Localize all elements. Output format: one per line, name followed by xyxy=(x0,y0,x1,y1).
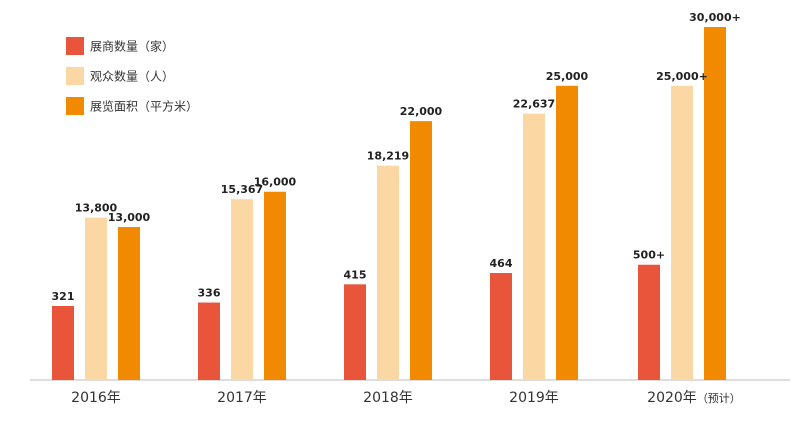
value-label-s1-c0: 13,800 xyxy=(75,202,118,215)
legend-label-0: 展商数量（家） xyxy=(90,39,174,54)
bar-s1-c1 xyxy=(231,199,253,380)
value-label-s0-c4: 500+ xyxy=(633,249,665,262)
category-note-4: （预计） xyxy=(697,392,741,405)
bars xyxy=(52,27,726,380)
legend: 展商数量（家） 观众数量（人） 展览面积（平方米） xyxy=(66,37,198,115)
category-label-0: 2016年 xyxy=(71,390,121,406)
bar-s1-c3 xyxy=(523,113,545,380)
bar-s0-c2 xyxy=(344,284,366,380)
legend-swatch-0 xyxy=(66,37,84,55)
bar-s0-c4 xyxy=(638,264,660,380)
bar-s1-c4 xyxy=(671,85,693,380)
value-label-s1-c1: 15,367 xyxy=(221,183,263,196)
category-labels: 2016年 2017年 2018年 2019年 2020年（预计） xyxy=(71,390,741,406)
value-label-s2-c4: 30,000+ xyxy=(689,11,741,24)
value-label-s2-c0: 13,000 xyxy=(108,211,151,224)
category-label-3: 2019年 xyxy=(509,390,559,406)
legend-label-1: 观众数量（人） xyxy=(90,69,174,84)
category-label-4: 2020年（预计） xyxy=(647,390,741,406)
bar-s1-c2 xyxy=(377,165,399,380)
value-label-s0-c3: 464 xyxy=(490,257,513,270)
category-label-1: 2017年 xyxy=(217,390,267,406)
value-label-s1-c2: 18,219 xyxy=(367,150,409,163)
bar-s2-c1 xyxy=(264,191,286,380)
bar-s0-c3 xyxy=(490,273,512,380)
legend-swatch-2 xyxy=(66,97,84,115)
value-label-s2-c1: 16,000 xyxy=(254,176,297,189)
legend-swatch-1 xyxy=(66,67,84,85)
value-label-s2-c2: 22,000 xyxy=(400,105,443,118)
value-label-s0-c1: 336 xyxy=(198,287,221,300)
value-label-s1-c4: 25,000+ xyxy=(656,70,708,83)
category-label-2: 2018年 xyxy=(363,390,413,406)
value-label-s2-c3: 25,000 xyxy=(546,70,589,83)
value-label-s1-c3: 22,637 xyxy=(513,98,555,111)
legend-label-2: 展览面积（平方米） xyxy=(90,99,198,114)
bar-s0-c0 xyxy=(52,306,74,380)
bar-s1-c0 xyxy=(85,217,107,380)
bar-s2-c4 xyxy=(704,27,726,380)
bar-s2-c0 xyxy=(118,227,140,380)
bar-s2-c3 xyxy=(556,85,578,380)
value-labels: 321 336 415 464 500+ 13,800 15,367 18,219 22,637… xyxy=(52,11,741,303)
value-label-s0-c0: 321 xyxy=(52,290,75,303)
value-label-s0-c2: 415 xyxy=(344,268,367,281)
bar-s0-c1 xyxy=(198,302,220,380)
bar-s2-c2 xyxy=(410,121,432,380)
